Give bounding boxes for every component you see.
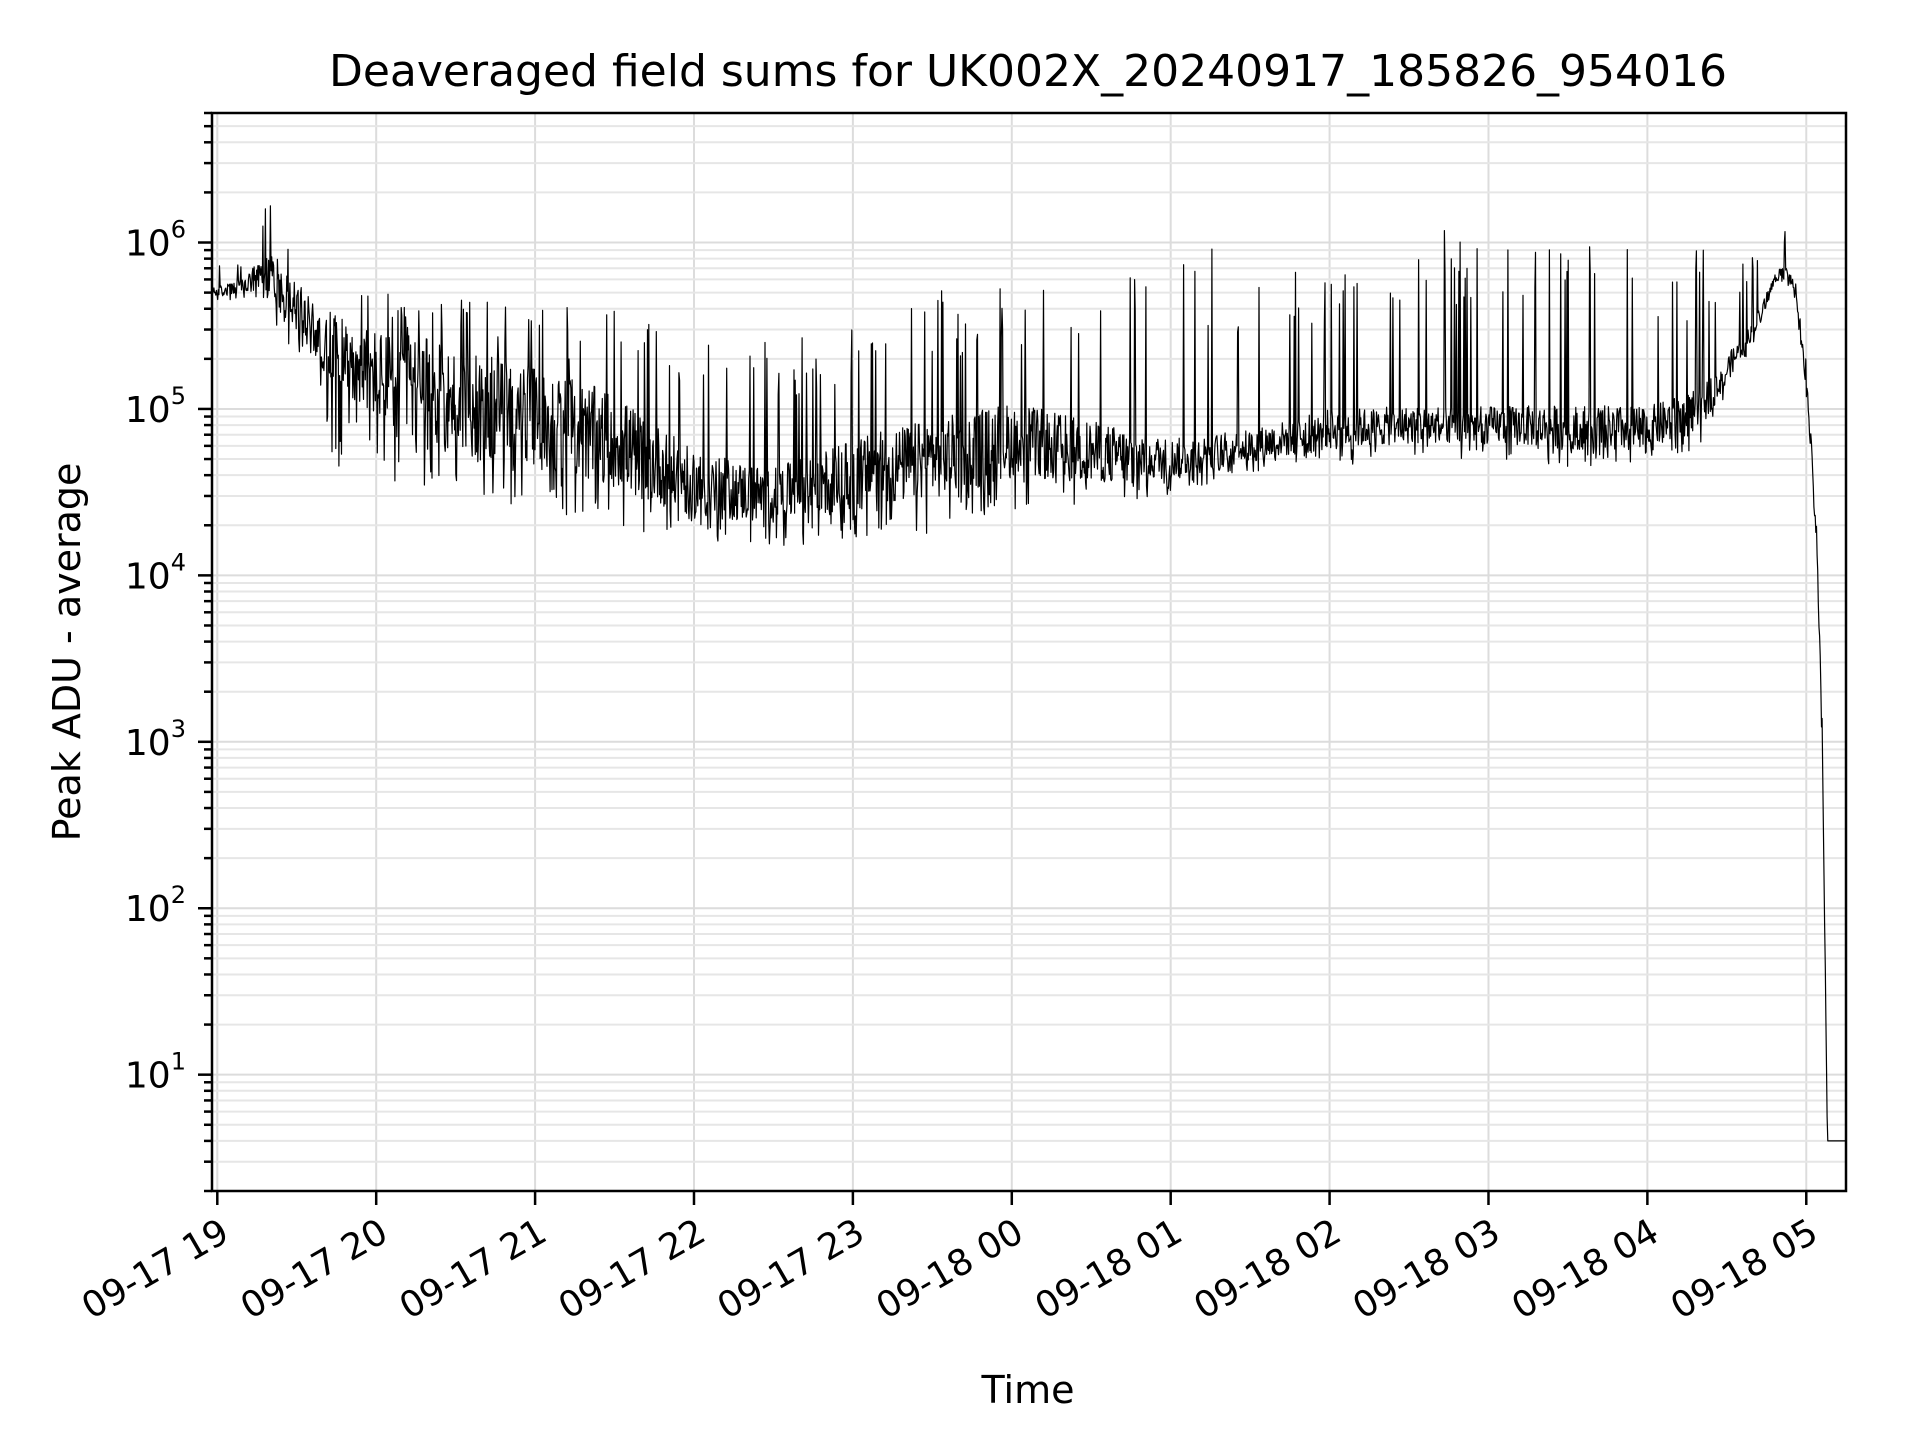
y-tick-label: 105 bbox=[125, 382, 186, 431]
x-axis-label: Time bbox=[981, 1368, 1075, 1412]
series-line bbox=[211, 205, 1846, 1142]
series-layer bbox=[211, 205, 1846, 1142]
y-tick-label: 103 bbox=[125, 715, 186, 764]
y-axis: 101 102 103 104 105 106 bbox=[125, 111, 212, 1193]
y-axis-label: Peak ADU - average bbox=[45, 463, 89, 842]
y-tick-label: 102 bbox=[125, 881, 186, 930]
y-tick-label: 104 bbox=[125, 548, 186, 597]
y-tick-label: 106 bbox=[125, 216, 186, 265]
plot-frame bbox=[210, 111, 1848, 1193]
y-tick-label: 101 bbox=[125, 1048, 186, 1097]
chart-title: Deaveraged field sums for UK002X_2024091… bbox=[329, 46, 1727, 97]
grid bbox=[212, 112, 1846, 1192]
